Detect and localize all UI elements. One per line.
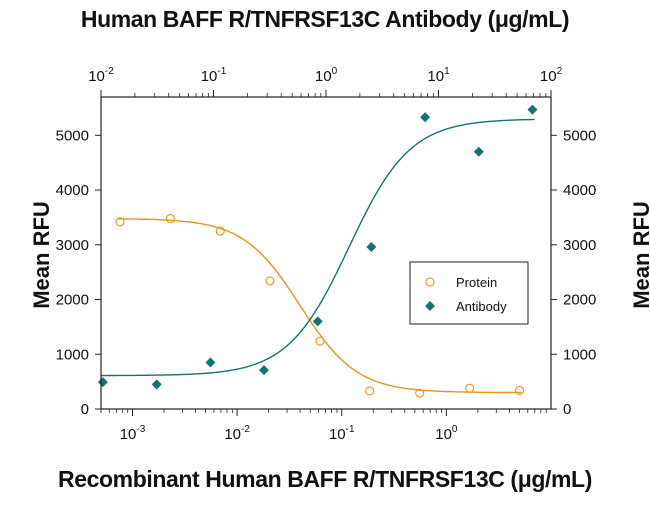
- top-tick-label: 102: [540, 66, 563, 85]
- right-y-tick-label: 4000: [563, 182, 596, 199]
- antibody-data-point: [312, 316, 323, 327]
- fit-curves: [100, 118, 535, 394]
- left-y-tick-label: 0: [81, 401, 89, 418]
- left-y-tick-label: 5000: [56, 127, 89, 144]
- antibody-fit-curve: [100, 118, 535, 377]
- antibody-data-point: [473, 146, 484, 157]
- antibody-data-point: [151, 379, 162, 390]
- antibody-data-point: [205, 357, 216, 368]
- protein-data-point: [415, 388, 425, 398]
- antibody-data-point: [366, 241, 377, 252]
- bottom-tick-label: 100: [435, 424, 458, 443]
- top-tick-label: 10-1: [201, 66, 227, 85]
- right-y-tick-label: 0: [563, 401, 571, 418]
- legend-box: [409, 261, 529, 325]
- legend-antibody-label: Antibody: [456, 299, 507, 314]
- legend-protein-label: Protein: [456, 275, 497, 290]
- right-y-tick-label: 2000: [563, 292, 596, 309]
- protein-data-point: [465, 383, 475, 393]
- top-tick-label: 101: [427, 66, 450, 85]
- data-points: [97, 104, 538, 398]
- legend-protein-marker: [425, 277, 435, 287]
- right-y-tick-label: 1000: [563, 346, 596, 363]
- legend-antibody-marker: [425, 301, 435, 311]
- top-tick-label: 100: [315, 66, 338, 85]
- bottom-tick-label: 10-2: [224, 424, 250, 443]
- antibody-data-point: [420, 112, 431, 123]
- protein-data-point: [514, 385, 525, 395]
- axis-ticks: 10-3 10-2 10-1 100 10-2 10-1 100 101 102 0 0 1000 10…: [56, 66, 597, 443]
- left-y-tick-label: 3000: [56, 237, 89, 254]
- top-axis-title: Human BAFF R/TNFRSF13C Antibody (μg/mL): [80, 6, 570, 32]
- plot-frame: [100, 96, 552, 410]
- protein-fit-curve: [117, 218, 522, 394]
- antibody-data-point: [258, 365, 269, 376]
- protein-data-point: [215, 226, 225, 236]
- top-tick-label: 10-2: [88, 66, 114, 85]
- right-y-tick-label: 5000: [563, 127, 596, 144]
- antibody-data-point: [527, 104, 538, 115]
- protein-data-point: [365, 386, 375, 396]
- protein-data-point: [315, 336, 325, 346]
- left-y-tick-label: 2000: [56, 292, 89, 309]
- bottom-tick-label: 10-1: [329, 424, 355, 443]
- bottom-axis-title: Recombinant Human BAFF R/TNFRSF13C (μg/m…: [58, 466, 592, 492]
- legend: Protein Antibody: [409, 261, 529, 325]
- bottom-tick-label: 10-3: [120, 424, 146, 443]
- left-y-tick-label: 1000: [56, 346, 89, 363]
- left-y-tick-label: 4000: [56, 182, 89, 199]
- protein-data-point: [165, 213, 175, 224]
- right-y-tick-label: 3000: [563, 237, 596, 254]
- protein-data-point: [265, 276, 275, 286]
- antibody-data-point: [97, 377, 108, 388]
- protein-data-point: [115, 217, 125, 227]
